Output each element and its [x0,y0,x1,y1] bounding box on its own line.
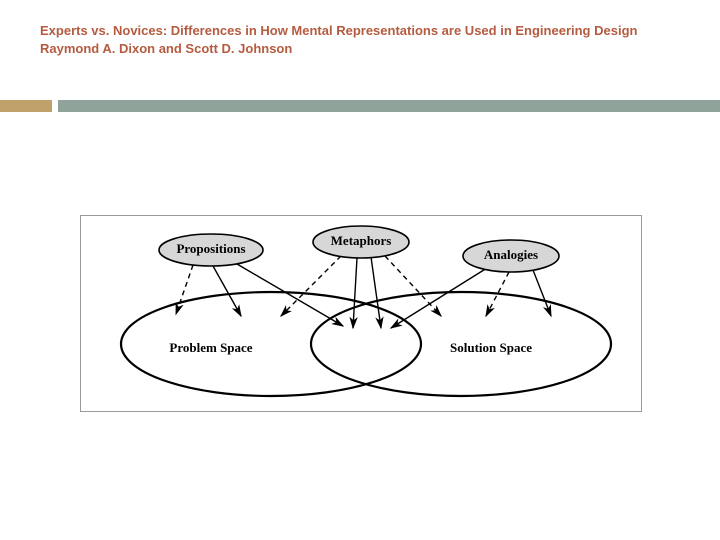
arrow-analogies-9 [533,270,551,316]
diagram-frame: Propositions Metaphors Analogies Problem Sp… [80,215,642,412]
arrow-propositions-1 [213,266,241,316]
page-root: { "header": { "title_line1": "Experts vs… [0,0,720,540]
solution-space-label: Solution Space [450,340,532,355]
problem-space-ellipse [121,292,421,396]
problem-space-label: Problem Space [169,340,252,355]
arrow-metaphors-6 [385,256,441,316]
arrow-metaphors-5 [371,257,381,328]
metaphors-label: Metaphors [331,233,392,248]
concept-diagram: Propositions Metaphors Analogies Problem Sp… [81,216,641,411]
accent-bar-short [0,100,52,112]
page-title-line2: Raymond A. Dixon and Scott D. Johnson [40,40,680,58]
accent-bar-long [58,100,720,112]
accent-bar [0,100,720,112]
analogies-label: Analogies [484,247,538,262]
title-block: Experts vs. Novices: Differences in How … [40,22,680,57]
propositions-label: Propositions [176,241,245,256]
arrow-propositions-0 [176,265,193,314]
page-title-line1: Experts vs. Novices: Differences in How … [40,22,680,40]
arrow-metaphors-4 [353,258,357,328]
